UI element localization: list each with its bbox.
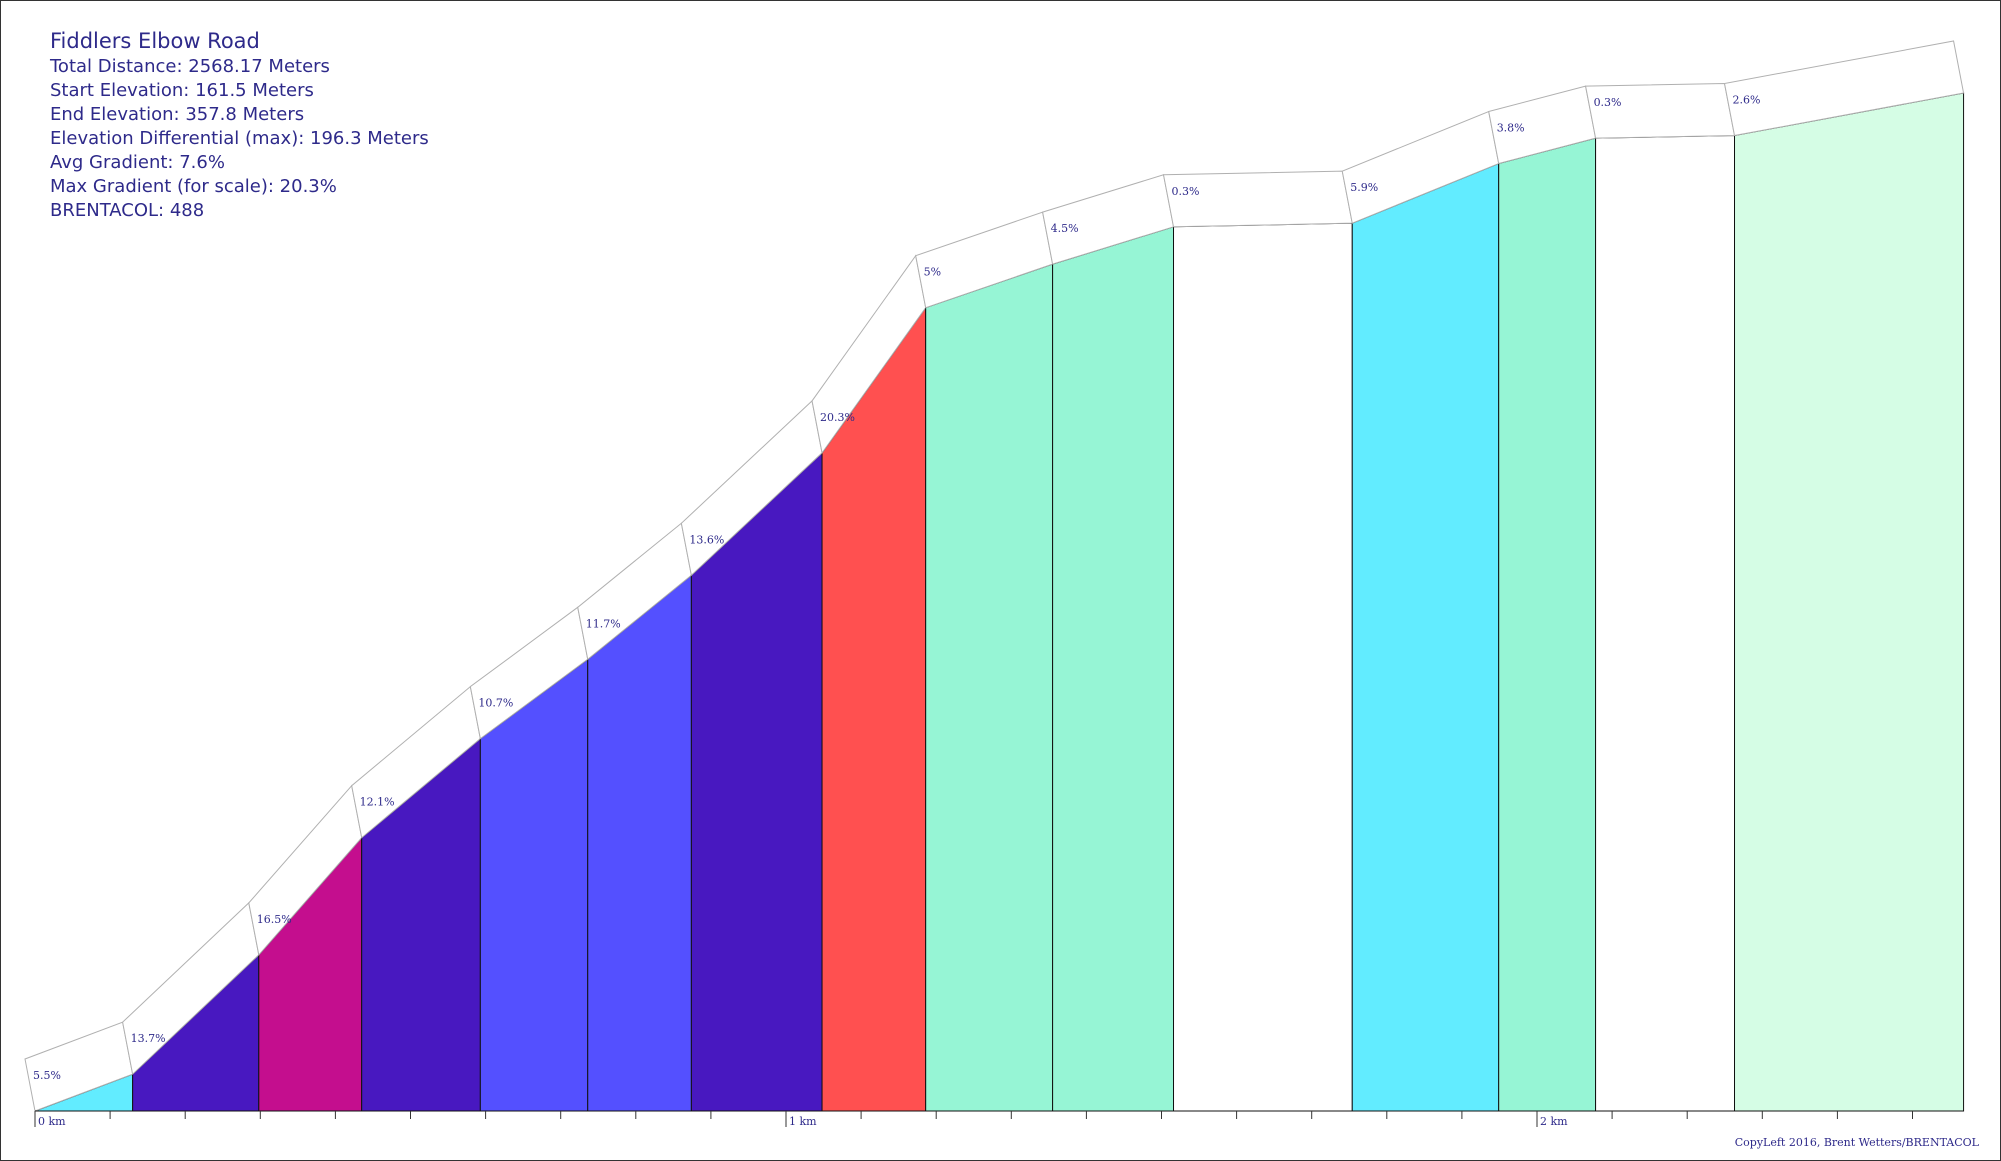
profile-segment	[1052, 226, 1175, 1112]
gradient-label: 4.5%	[1051, 222, 1079, 235]
profile-segment	[1498, 137, 1597, 1112]
total-distance: Total Distance: 2568.17 Meters	[50, 56, 330, 77]
gradient-label: 5.9%	[1350, 181, 1378, 194]
avg-gradient: Avg Gradient: 7.6%	[50, 152, 225, 173]
x-tick-label: 2 km	[1540, 1115, 1568, 1128]
route-title: Fiddlers Elbow Road	[50, 29, 260, 53]
end-elevation: End Elevation: 357.8 Meters	[50, 104, 305, 125]
profile-band	[1162, 170, 1353, 228]
profile-segment	[925, 263, 1054, 1112]
gradient-label: 2.6%	[1733, 94, 1761, 107]
gradient-label: 5%	[924, 266, 941, 279]
gradient-label: 5.5%	[33, 1069, 61, 1082]
gradient-label: 12.1%	[360, 796, 395, 809]
gradient-label: 20.3%	[820, 411, 855, 424]
gradient-label: 3.8%	[1497, 122, 1525, 135]
copyleft-note: CopyLeft 2016, Brent Wetters/BRENTACOL	[1734, 1136, 1979, 1149]
elevation-differential: Elevation Differential (max): 196.3 Mete…	[50, 128, 429, 149]
profile-segment	[587, 574, 692, 1112]
profile-segment	[1734, 92, 1965, 1112]
gradient-label: 13.6%	[689, 533, 724, 546]
gradient-label: 10.7%	[478, 697, 513, 710]
profile-segment	[1351, 162, 1500, 1112]
profile-segment	[1173, 222, 1353, 1112]
profile-band	[1723, 40, 1965, 137]
x-tick-label: 1 km	[789, 1115, 817, 1128]
x-tick-label: 0 km	[38, 1115, 66, 1128]
profile-segment	[1595, 135, 1736, 1112]
gradient-label: 0.3%	[1172, 185, 1200, 198]
profile-band	[1584, 83, 1736, 139]
gradient-label: 13.7%	[131, 1032, 166, 1045]
gradient-label: 16.5%	[257, 913, 292, 926]
route-info-panel: Fiddlers Elbow Road Total Distance: 2568…	[50, 28, 429, 223]
max-gradient: Max Gradient (for scale): 20.3%	[50, 176, 337, 197]
gradient-label: 11.7%	[586, 617, 621, 630]
start-elevation: Start Elevation: 161.5 Meters	[50, 80, 314, 101]
brentacol-score: BRENTACOL: 488	[50, 200, 205, 221]
gradient-label: 0.3%	[1594, 96, 1622, 109]
